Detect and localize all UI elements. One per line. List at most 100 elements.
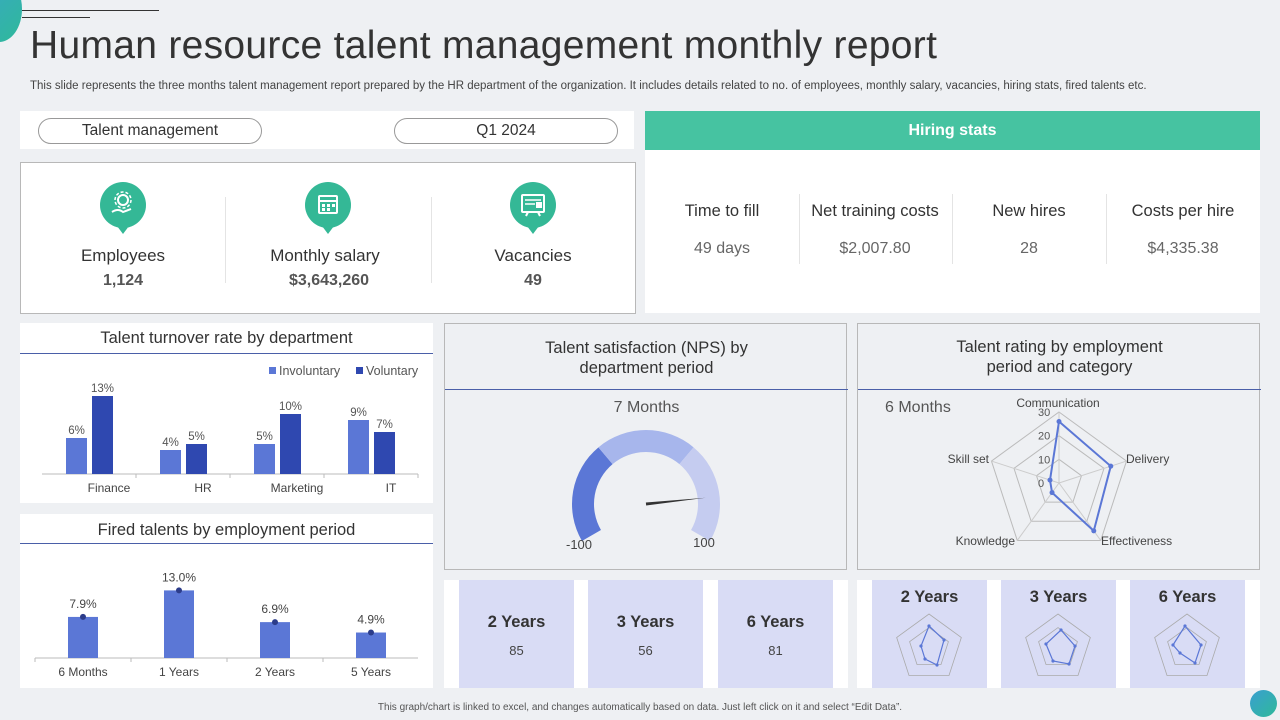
vacancy-board-icon bbox=[510, 182, 556, 234]
nps-cards-strip: 2 Years 85 3 Years 56 6 Years 81 bbox=[444, 580, 848, 688]
corner-decoration bbox=[0, 0, 22, 42]
bar-label: 7% bbox=[376, 419, 393, 431]
mini-radar-point bbox=[1193, 661, 1197, 665]
bar[interactable] bbox=[356, 632, 386, 658]
filter-strip: Talent management Q1 2024 bbox=[20, 111, 634, 149]
radar-tick-label: 0 bbox=[1038, 478, 1044, 490]
x-tick-label: Marketing bbox=[271, 481, 324, 495]
radar-axis-label: Knowledge bbox=[956, 534, 1016, 548]
footer-note: This graph/chart is linked to excel, and… bbox=[377, 702, 903, 713]
x-tick-label: 6 Months bbox=[58, 665, 107, 679]
radar-point[interactable] bbox=[1047, 477, 1053, 483]
turnover-title-underline bbox=[20, 353, 433, 354]
radar-tick-label: 30 bbox=[1038, 407, 1050, 419]
hiring-label-new-hires: New hires bbox=[992, 202, 1066, 220]
page-subtitle: This slide represents the three months t… bbox=[30, 80, 1147, 92]
nps-title-line2: department period bbox=[579, 359, 714, 377]
bar[interactable] bbox=[164, 590, 194, 658]
mini-radar-grid bbox=[1154, 613, 1220, 676]
fired-chart-panel: Fired talents by employment period 7.9% 6… bbox=[20, 514, 433, 688]
radar-tick-label: 20 bbox=[1038, 431, 1050, 443]
period-filter[interactable]: Q1 2024 bbox=[394, 118, 618, 144]
kpi-value-monthly-salary: $3,643,260 bbox=[288, 272, 370, 289]
x-tick-label: 5 Years bbox=[351, 665, 391, 679]
mini-radar-chart bbox=[1025, 613, 1091, 676]
bar-label: 4% bbox=[162, 437, 179, 449]
gauge-min-label: -100 bbox=[566, 537, 592, 552]
mini-radar-grid bbox=[1025, 613, 1091, 676]
rating-radar-chart[interactable]: 30 20 10 0 Communication Delivery Effectivenes… bbox=[858, 390, 1261, 570]
mini-radar-point bbox=[1059, 628, 1063, 632]
nps-card[interactable]: 3 Years 56 bbox=[588, 580, 703, 688]
turnover-chart[interactable]: Involuntary Voluntary 6% 13% Finance 4% 5% HR 5%… bbox=[20, 354, 433, 503]
x-tick-label: Finance bbox=[88, 481, 131, 495]
bar-label: 5% bbox=[256, 431, 273, 443]
radar-point[interactable] bbox=[1108, 463, 1114, 469]
fired-chart[interactable]: 7.9% 6 Months 13.0% 1 Years 6.9% 2 Years 4.9% 5… bbox=[20, 544, 433, 688]
hiring-stats-panel: Time to fill 49 days Net training costs … bbox=[645, 150, 1260, 313]
hiring-value-new-hires: 28 bbox=[1020, 240, 1038, 257]
mini-radar-point bbox=[923, 657, 927, 661]
bar[interactable] bbox=[92, 396, 113, 474]
bar-label: 6.9% bbox=[261, 602, 289, 616]
x-tick-label: HR bbox=[194, 481, 212, 495]
category-filter[interactable]: Talent management bbox=[38, 118, 262, 144]
bar[interactable] bbox=[260, 622, 290, 658]
bar[interactable] bbox=[68, 616, 98, 658]
radar-grid bbox=[1013, 435, 1105, 522]
radar-tick-label: 10 bbox=[1038, 454, 1050, 466]
kpi-divider bbox=[431, 197, 432, 283]
nps-card[interactable]: 2 Years 85 bbox=[459, 580, 574, 688]
kpi-label-monthly-salary: Monthly salary bbox=[270, 246, 380, 265]
bar[interactable] bbox=[160, 450, 181, 474]
bar[interactable] bbox=[280, 414, 301, 474]
mini-radar-point bbox=[1051, 659, 1055, 663]
nps-panel: Talent satisfaction (NPS) by department … bbox=[444, 323, 848, 570]
bar[interactable] bbox=[374, 432, 395, 474]
bar-label: 5% bbox=[188, 431, 205, 443]
fired-title-underline bbox=[20, 543, 433, 544]
legend-swatch bbox=[356, 367, 363, 374]
fired-chart-title: Fired talents by employment period bbox=[97, 521, 356, 539]
rating-title-line2: period and category bbox=[986, 358, 1133, 376]
radar-card-title: 2 Years bbox=[900, 588, 959, 606]
nps-card-value: 56 bbox=[638, 643, 653, 658]
mini-radar-point bbox=[1073, 644, 1077, 648]
gauge-max-label: 100 bbox=[693, 535, 715, 550]
kpi-panel: Employees 1,124 Monthly salary $3,643,26… bbox=[20, 162, 636, 314]
hiring-value-net-training-costs: $2,007.80 bbox=[839, 240, 911, 257]
rating-period-label: 6 Months bbox=[885, 399, 951, 416]
nps-card[interactable]: 6 Years 81 bbox=[718, 580, 833, 688]
bar[interactable] bbox=[254, 444, 275, 474]
radar-grid bbox=[990, 411, 1128, 541]
mini-radar-point bbox=[1183, 624, 1187, 628]
hiring-value-time-to-fill: 49 days bbox=[693, 240, 751, 257]
radar-card[interactable]: 2 Years bbox=[872, 580, 987, 688]
nps-gauge[interactable]: -100 100 bbox=[445, 419, 848, 569]
hiring-divider bbox=[799, 194, 800, 264]
radar-series-line bbox=[1048, 419, 1112, 533]
corner-badge bbox=[1250, 690, 1277, 717]
legend-label: Involuntary bbox=[279, 364, 341, 378]
nps-card-title: 3 Years bbox=[616, 613, 675, 631]
radar-point[interactable] bbox=[1091, 528, 1097, 534]
nps-card-title: 2 Years bbox=[487, 613, 546, 631]
rating-title-underline bbox=[858, 389, 1261, 390]
bar-marker bbox=[176, 587, 182, 594]
radar-point[interactable] bbox=[1049, 490, 1055, 496]
bar-label: 4.9% bbox=[357, 613, 385, 627]
kpi-value-employees: 1,124 bbox=[102, 272, 144, 289]
bar-label: 13% bbox=[91, 383, 114, 395]
bar[interactable] bbox=[348, 420, 369, 474]
radar-grid bbox=[1035, 458, 1083, 503]
rating-panel: Talent rating by employment period and c… bbox=[857, 323, 1261, 570]
mini-radar-chart bbox=[896, 613, 962, 676]
bar[interactable] bbox=[186, 444, 207, 474]
x-tick-label: 1 Years bbox=[159, 665, 199, 679]
mini-radar-point bbox=[1171, 643, 1175, 647]
radar-point[interactable] bbox=[1056, 418, 1062, 424]
hiring-divider bbox=[952, 194, 953, 264]
radar-card[interactable]: 3 Years bbox=[1001, 580, 1116, 688]
radar-card[interactable]: 6 Years bbox=[1130, 580, 1245, 688]
bar[interactable] bbox=[66, 438, 87, 474]
